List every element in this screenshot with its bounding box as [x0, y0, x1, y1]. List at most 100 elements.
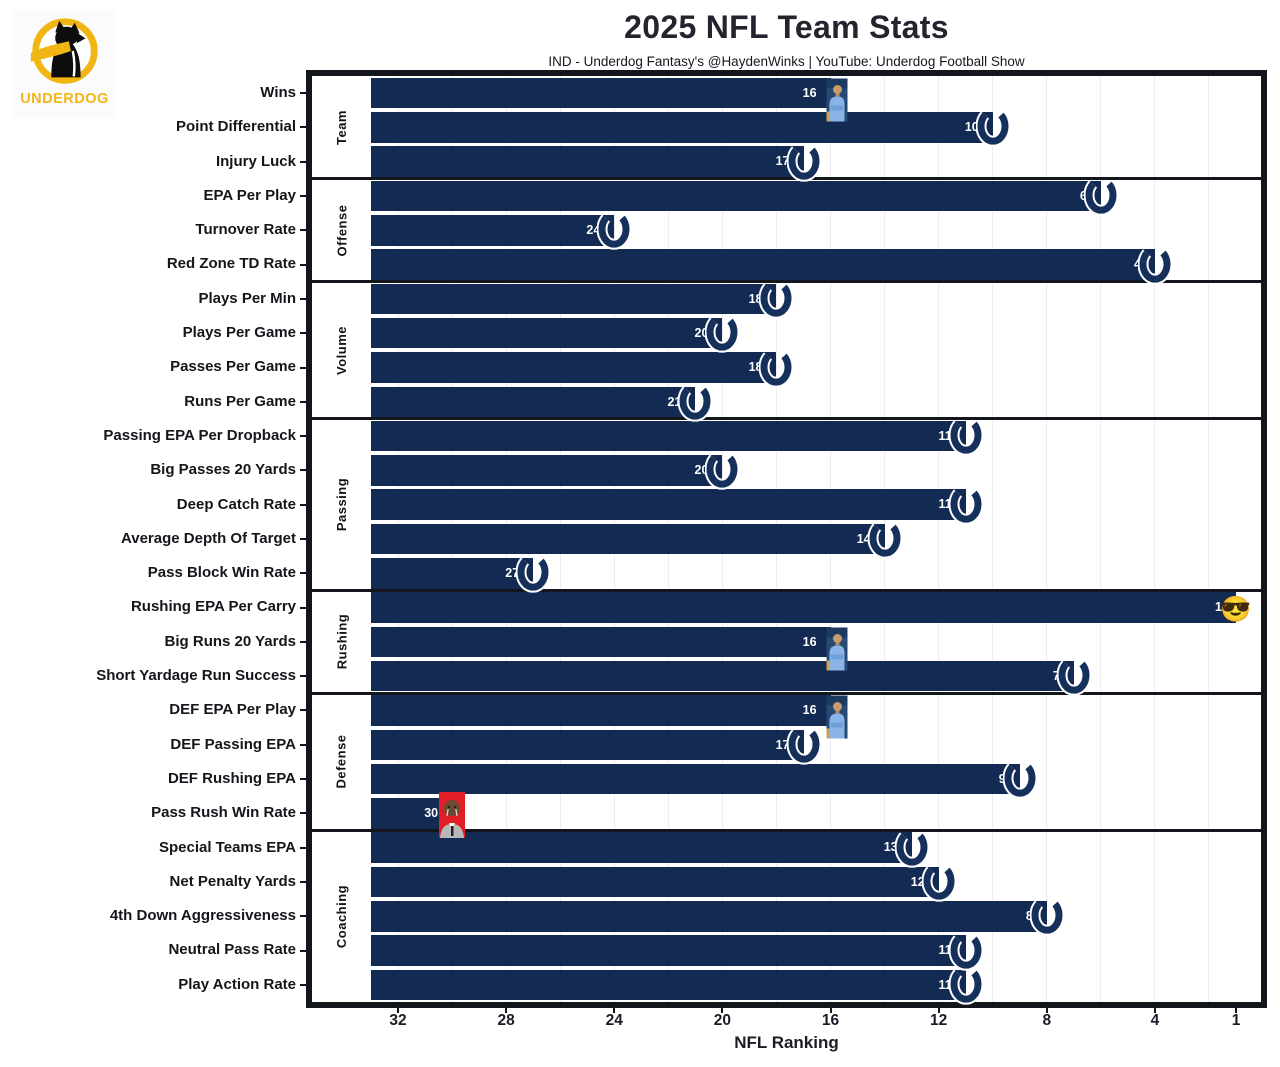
coach-photo-icon	[826, 695, 848, 739]
group-separator	[312, 588, 1261, 592]
bar-end-icon-holder	[758, 350, 794, 394]
stat-bar	[371, 77, 831, 109]
bar-end-icon-holder	[826, 627, 848, 671]
stat-label: Neutral Pass Rate	[168, 941, 296, 959]
colts-horseshoe-icon	[1083, 180, 1119, 216]
bar-end-icon-holder	[948, 487, 984, 531]
bar-end-icon-holder	[786, 144, 821, 188]
stat-label: Deep Catch Rate	[176, 495, 296, 513]
group-label: Coaching	[334, 884, 350, 948]
y-tick-mark	[300, 675, 306, 678]
stat-bar	[371, 215, 615, 246]
stat-bar	[371, 763, 1020, 795]
colts-horseshoe-icon	[1029, 900, 1065, 936]
group-separator	[312, 417, 1261, 421]
colts-horseshoe-icon	[921, 866, 957, 902]
group-label: Volume	[334, 325, 349, 375]
colts-horseshoe-icon	[677, 386, 713, 422]
group-cell-team: Team	[312, 76, 371, 179]
stat-label: DEF Rushing EPA	[167, 769, 296, 787]
x-tick-mark	[613, 1008, 616, 1013]
stat-label: Special Teams EPA	[158, 838, 296, 856]
group-separator	[312, 177, 1261, 181]
x-tick-label: 32	[389, 1012, 407, 1029]
colts-horseshoe-icon	[948, 969, 984, 1005]
stat-label: 4th Down Aggressiveness	[109, 907, 296, 925]
y-tick-mark	[300, 606, 306, 609]
colts-horseshoe-icon	[786, 146, 821, 182]
stat-label: Point Differential	[175, 118, 296, 136]
y-tick-mark	[300, 949, 306, 952]
colts-horseshoe-icon	[515, 557, 551, 593]
colts-horseshoe-icon	[1002, 763, 1038, 799]
colts-horseshoe-icon	[758, 283, 794, 319]
stat-bar	[371, 558, 534, 589]
y-tick-mark	[300, 503, 306, 506]
x-axis-title: NFL Ranking	[734, 1033, 839, 1052]
stat-label: Pass Block Win Rate	[147, 564, 296, 582]
gridline	[1154, 76, 1156, 1002]
page-title: 2025 NFL Team Stats	[624, 9, 949, 45]
x-tick-label: 28	[497, 1012, 515, 1029]
stat-bar	[371, 729, 804, 761]
x-tick-label: 24	[605, 1012, 623, 1029]
bar-end-icon-holder	[786, 727, 821, 771]
bar-end-icon-holder	[596, 212, 632, 256]
stat-bar	[371, 455, 723, 486]
crying-jordan-meme-icon	[439, 792, 466, 839]
coach-photo-icon	[826, 627, 848, 671]
y-tick-mark	[300, 263, 306, 266]
bar-end-icon-holder	[758, 281, 794, 325]
x-tick-label: 8	[1042, 1012, 1052, 1029]
stat-label: Turnover Rate	[195, 221, 296, 239]
group-cell-passing: Passing	[312, 418, 371, 591]
bar-end-icon-holder	[677, 384, 713, 428]
gridline	[1100, 76, 1102, 1002]
y-tick-mark	[300, 572, 306, 575]
coach-photo-icon	[826, 78, 848, 122]
stat-label: EPA Per Play	[203, 186, 296, 204]
y-tick-mark	[300, 469, 306, 472]
stat-label: Big Passes 20 Yards	[150, 461, 296, 479]
group-separator	[312, 829, 1261, 833]
gridline	[1046, 76, 1048, 1002]
stat-bar	[371, 592, 1236, 623]
bar-end-icon-holder	[826, 78, 848, 122]
stat-label: DEF EPA Per Play	[169, 701, 296, 719]
y-tick-mark	[300, 846, 306, 849]
y-tick-mark	[300, 915, 306, 918]
chart-frame: 16 10 17 Team 6 24 4 Offense 18 20 18 21 Volume 11 20 1…	[306, 70, 1267, 1008]
stat-bar	[371, 489, 966, 520]
stat-label: Plays Per Game	[182, 324, 296, 342]
y-tick-mark	[300, 538, 306, 540]
bar-end-icon-holder	[439, 792, 466, 839]
bar-end-icon-holder	[1002, 761, 1038, 805]
sunglasses-emoji-icon: 😎	[1220, 595, 1252, 624]
group-label: Defense	[333, 734, 349, 789]
y-tick-mark	[300, 126, 306, 129]
stat-bar	[371, 317, 723, 349]
group-cell-volume: Volume	[312, 281, 371, 419]
stat-bar	[371, 695, 831, 726]
bar-end-icon-holder	[948, 967, 984, 1011]
y-tick-mark	[300, 195, 306, 198]
gridline	[1208, 76, 1210, 1002]
y-tick-mark	[300, 435, 306, 438]
colts-horseshoe-icon	[975, 111, 1011, 148]
colts-horseshoe-icon	[1137, 248, 1173, 285]
stat-bar	[371, 420, 966, 452]
bar-end-icon-holder	[921, 864, 957, 908]
bar-end-icon-holder	[948, 418, 984, 462]
stat-bar	[371, 798, 453, 829]
stat-label: Play Action Rate	[178, 975, 296, 993]
stat-bar	[371, 386, 696, 418]
stat-bar	[371, 283, 777, 315]
plot-area: 16 10 17 Team 6 24 4 Offense 18 20 18 21 Volume 11 20 1…	[312, 76, 1261, 1005]
stat-label: Rushing EPA Per Carry	[130, 598, 296, 616]
y-tick-mark	[300, 366, 306, 369]
x-tick-label: 12	[930, 1012, 948, 1029]
colts-horseshoe-icon	[948, 420, 984, 456]
x-tick-label: 4	[1150, 1012, 1160, 1029]
colts-horseshoe-icon	[948, 934, 984, 971]
group-cell-coaching: Coaching	[312, 830, 371, 1002]
